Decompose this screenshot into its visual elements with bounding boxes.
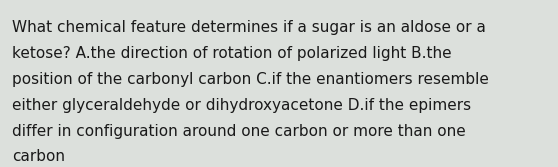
Text: differ in configuration around one carbon or more than one: differ in configuration around one carbo…	[12, 124, 466, 139]
Text: ketose? A.the direction of rotation of polarized light B.the: ketose? A.the direction of rotation of p…	[12, 46, 452, 61]
Text: either glyceraldehyde or dihydroxyacetone D.if the epimers: either glyceraldehyde or dihydroxyaceton…	[12, 98, 472, 113]
Text: carbon: carbon	[12, 149, 65, 164]
Text: position of the carbonyl carbon C.if the enantiomers resemble: position of the carbonyl carbon C.if the…	[12, 72, 489, 87]
Text: What chemical feature determines if a sugar is an aldose or a: What chemical feature determines if a su…	[12, 20, 486, 35]
